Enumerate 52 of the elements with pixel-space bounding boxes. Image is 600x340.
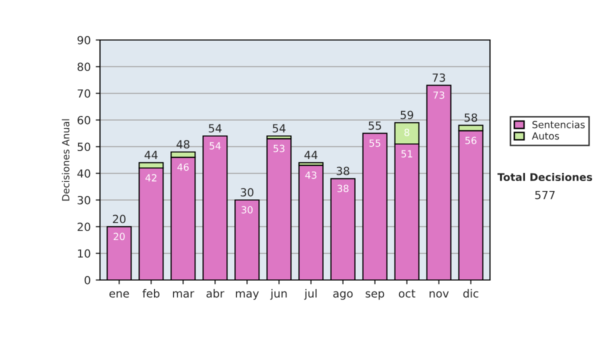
data-label: 43 <box>305 171 316 179</box>
x-tick-label: jul <box>304 289 317 300</box>
data-label: 51 <box>401 150 412 158</box>
y-tick-label: 80 <box>78 62 90 72</box>
y-tick-label: 90 <box>78 36 90 44</box>
total-label: 44 <box>304 150 318 160</box>
legend-label: Sentencias <box>532 120 585 128</box>
x-tick-label: abr <box>206 289 224 298</box>
y-tick-label: 40 <box>77 169 90 178</box>
x-tick-label: oct <box>398 290 416 298</box>
data-label: 56 <box>465 136 476 144</box>
y-tick-label: 70 <box>78 89 90 98</box>
data-label: 8 <box>404 128 410 136</box>
x-tick-label: feb <box>142 289 160 298</box>
total-label: 54 <box>272 124 286 133</box>
total-label: 38 <box>336 166 350 176</box>
x-tick-label: nov <box>430 291 449 298</box>
data-label: 54 <box>210 142 221 150</box>
y-tick-label: 30 <box>78 196 90 204</box>
x-tick-label: ago <box>333 291 353 300</box>
y-tick-label: 50 <box>78 142 90 152</box>
total-label: 58 <box>464 113 478 122</box>
total-label: 44 <box>144 150 158 160</box>
y-axis-title: Decisiones Anual <box>62 119 70 201</box>
text: 577 <box>535 190 555 200</box>
data-label: 46 <box>177 163 189 171</box>
total-label: 54 <box>208 124 222 133</box>
x-tick-label: sep <box>366 291 384 300</box>
x-tick-label: may <box>236 291 259 300</box>
x-tick-label: ene <box>109 291 129 298</box>
total-label: 30 <box>240 188 254 197</box>
data-label: 55 <box>369 140 380 147</box>
y-tick-label: 10 <box>78 249 90 258</box>
data-label: 73 <box>433 91 444 99</box>
y-tick-label: 0 <box>84 276 90 284</box>
data-label: 20 <box>114 232 125 240</box>
data-label: 53 <box>274 144 284 152</box>
data-label: 42 <box>145 174 156 182</box>
total-label: 48 <box>176 140 190 149</box>
x-tick-label: mar <box>173 291 194 298</box>
total-label: 59 <box>400 110 414 120</box>
y-tick-label: 60 <box>78 116 90 124</box>
y-tick-label: 20 <box>78 222 90 232</box>
data-label: 30 <box>242 206 253 214</box>
total-label: 55 <box>368 122 382 130</box>
data-label: 38 <box>338 184 348 192</box>
text: Total Decisiones <box>497 172 592 182</box>
total-label: 73 <box>432 73 446 82</box>
legend-label: Autos <box>532 132 560 140</box>
x-tick-label: dic <box>463 289 478 298</box>
x-tick-label: jun <box>270 289 287 300</box>
total-label: 20 <box>112 214 126 224</box>
